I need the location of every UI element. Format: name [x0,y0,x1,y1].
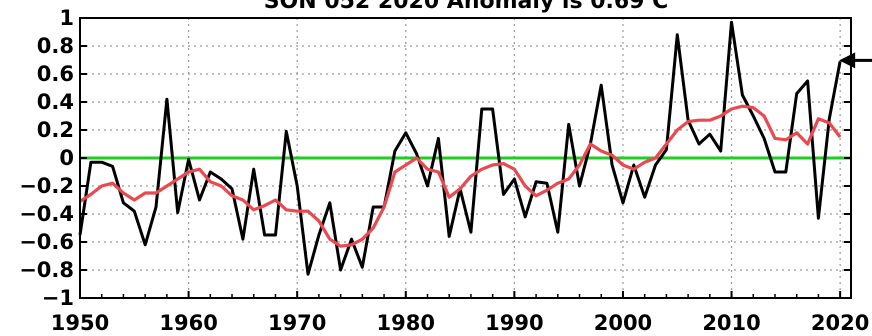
y-tick-label: −1 [42,286,74,310]
x-tick-label: 2020 [811,311,869,335]
annotation-layer [839,52,872,69]
x-tick-label: 1990 [485,311,543,335]
y-tick-label: 0.8 [37,34,74,58]
x-tick-label: 2010 [702,311,760,335]
y-tick-label: 1 [59,6,74,30]
y-tick-label: 0.2 [37,118,74,142]
y-tick-label: −0.8 [19,258,74,282]
y-tick-label: 0 [59,146,74,170]
x-tick-label: 1970 [268,311,326,335]
x-tick-label: 1950 [51,311,109,335]
y-tick-label: −0.6 [19,230,74,254]
annotation-arrow-head [839,52,856,69]
y-tick-label: −0.2 [19,174,74,198]
chart-title: SON 052 2020 Anomaly is 0.69 C [264,0,669,14]
series-layer [78,20,842,276]
y-tick-label: 0.6 [37,62,74,86]
x-tick-label: 1980 [377,311,435,335]
smoothed-anomaly-line [79,104,842,248]
x-tick-label: 2000 [594,311,652,335]
x-tick-label: 1960 [159,311,217,335]
y-tick-label: −0.4 [19,202,74,226]
annual-anomaly-line [78,20,842,276]
y-tick-label: 0.4 [37,90,74,114]
